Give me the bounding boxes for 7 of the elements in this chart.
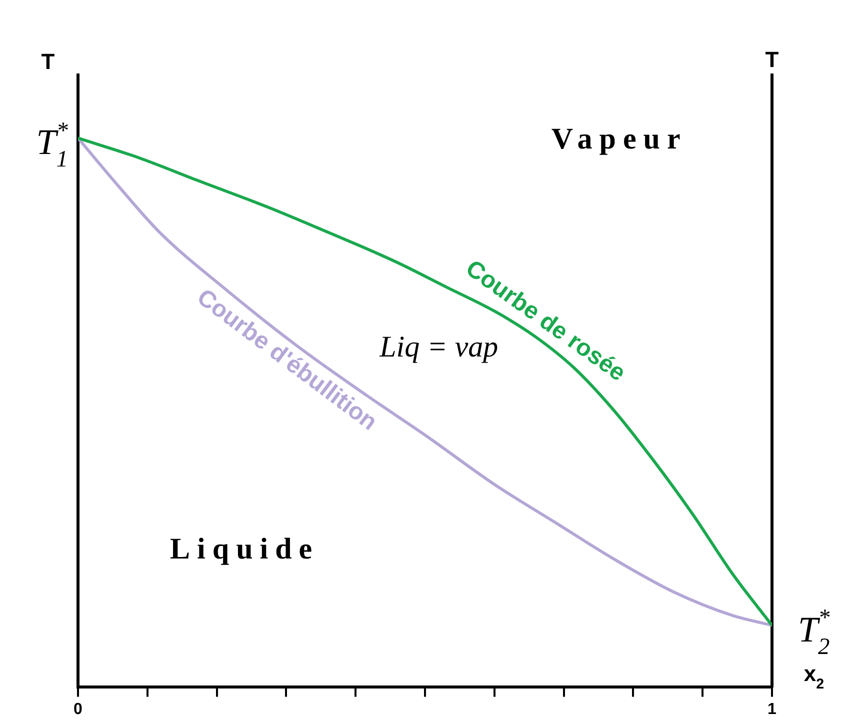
annotation: Vapeur	[551, 122, 688, 156]
annotation: Liq = vap	[378, 330, 498, 364]
annotation: Liquide	[170, 532, 320, 566]
y-axis-title: T	[41, 49, 56, 74]
x-tick-label: 0	[74, 700, 83, 718]
y2-axis-title: T	[765, 47, 780, 72]
x-tick-label: 1	[768, 700, 777, 718]
